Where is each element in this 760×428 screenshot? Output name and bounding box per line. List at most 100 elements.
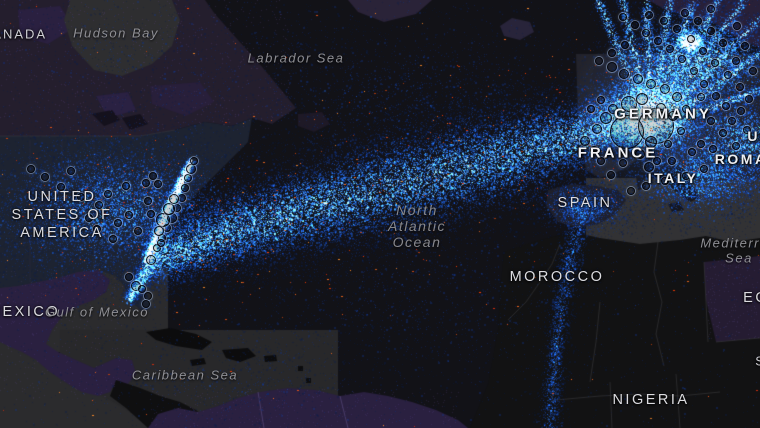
bubble-marker[interactable] [719, 129, 727, 137]
bubble-marker[interactable] [184, 174, 192, 182]
bubble-marker[interactable] [104, 190, 112, 198]
bubble-marker[interactable] [660, 17, 668, 25]
bubble-marker[interactable] [122, 182, 130, 190]
bubble-marker[interactable] [724, 71, 732, 79]
bubble-marker[interactable] [142, 179, 150, 187]
bubble-marker[interactable] [654, 37, 662, 45]
bubble-marker[interactable] [732, 57, 740, 65]
bubble-marker[interactable] [125, 211, 133, 219]
bubble-marker[interactable] [732, 142, 740, 150]
bubble-marker[interactable] [697, 93, 705, 101]
bubble-marker[interactable] [707, 27, 715, 35]
bubble-marker[interactable] [681, 9, 689, 17]
bubble-marker[interactable] [57, 183, 65, 191]
bubble-marker[interactable] [682, 172, 690, 180]
bubble-marker[interactable] [682, 105, 690, 113]
bubble-marker[interactable] [85, 214, 93, 222]
bubble-marker[interactable] [719, 39, 727, 47]
bubble-marker[interactable] [736, 83, 744, 91]
bubble-marker[interactable] [587, 105, 595, 113]
bubble-marker[interactable] [642, 29, 650, 37]
bubble-marker[interactable] [190, 157, 198, 165]
bubble-marker[interactable] [644, 162, 654, 172]
bubble-marker[interactable] [711, 59, 719, 67]
bubble-marker[interactable] [607, 171, 615, 179]
bubble-marker[interactable] [619, 159, 627, 167]
bubble-marker[interactable] [169, 194, 179, 204]
bubble-marker[interactable] [157, 239, 165, 247]
bubble-marker[interactable] [707, 5, 715, 13]
bubble-marker[interactable] [154, 180, 162, 188]
bubble-marker[interactable] [673, 25, 681, 33]
bubble-marker[interactable] [633, 74, 643, 84]
bubble-marker[interactable] [737, 107, 745, 115]
bubble-marker[interactable] [114, 219, 122, 227]
bubble-marker[interactable] [728, 117, 736, 125]
bubble-marker[interactable] [700, 165, 708, 173]
bubble-marker[interactable] [678, 55, 686, 63]
bubble-marker[interactable] [741, 42, 749, 50]
bubble-marker[interactable] [95, 201, 103, 209]
bubble-marker[interactable] [653, 157, 661, 165]
bubble-marker[interactable] [608, 49, 616, 57]
bubble-marker[interactable] [668, 157, 676, 165]
bubble-marker[interactable] [635, 149, 645, 159]
bubble-marker[interactable] [709, 145, 717, 153]
bubble-marker[interactable] [134, 227, 142, 235]
bubble-marker[interactable] [745, 95, 753, 103]
bubble-marker[interactable] [666, 45, 674, 53]
bubble-marker[interactable] [125, 273, 133, 281]
bubble-marker[interactable] [627, 187, 635, 195]
bubble-marker[interactable] [672, 92, 682, 102]
bubble-marker[interactable] [743, 126, 751, 134]
bubble-marker[interactable] [694, 17, 702, 25]
bubble-marker[interactable] [707, 117, 715, 125]
bubble-marker[interactable] [163, 203, 175, 215]
bubble-marker[interactable] [700, 80, 708, 88]
bubble-marker[interactable] [154, 226, 164, 236]
bubble-marker[interactable] [608, 104, 618, 114]
bubble-marker[interactable] [590, 146, 598, 154]
bubble-marker[interactable] [619, 13, 627, 21]
bubble-marker[interactable] [661, 177, 669, 185]
bubble-marker[interactable] [597, 157, 605, 165]
bubble-marker[interactable] [77, 193, 85, 201]
bubble-marker[interactable] [156, 213, 170, 227]
bubble-marker[interactable] [93, 225, 101, 233]
bubble-marker[interactable] [697, 140, 705, 148]
bubble-marker[interactable] [138, 285, 146, 293]
bubble-marker[interactable] [677, 127, 685, 135]
bubble-marker[interactable] [687, 35, 695, 43]
bubble-marker[interactable] [142, 300, 150, 308]
bubble-marker[interactable] [607, 62, 617, 72]
bubble-marker[interactable] [597, 96, 605, 104]
bubble-marker[interactable] [580, 136, 590, 146]
bubble-marker[interactable] [147, 210, 155, 218]
bubble-marker[interactable] [660, 84, 670, 94]
bubble-marker[interactable] [645, 11, 653, 19]
bubble-marker[interactable] [186, 164, 196, 174]
bubble-marker[interactable] [592, 124, 602, 134]
bubble-marker[interactable] [749, 67, 757, 75]
bubble-marker[interactable] [27, 165, 35, 173]
bubble-marker[interactable] [688, 148, 696, 156]
bubble-marker[interactable] [631, 21, 639, 29]
bubble-marker[interactable] [690, 67, 698, 75]
bubble-marker[interactable] [621, 96, 637, 112]
bubble-marker[interactable] [600, 112, 612, 124]
bubble-marker[interactable] [146, 255, 156, 265]
bubble-marker[interactable] [722, 102, 730, 110]
bubble-marker[interactable] [109, 235, 117, 243]
bubble-marker[interactable] [646, 79, 656, 89]
bubble-marker[interactable] [645, 136, 657, 148]
bubble-marker[interactable] [664, 140, 672, 148]
bubble-marker[interactable] [619, 69, 629, 79]
bubble-marker[interactable] [144, 292, 152, 300]
bubble-marker[interactable] [715, 155, 723, 163]
bubble-marker[interactable] [67, 167, 75, 175]
bubble-marker[interactable] [656, 103, 666, 113]
bubble-marker[interactable] [595, 57, 603, 65]
bubble-marker[interactable] [149, 172, 157, 180]
bubble-marker[interactable] [642, 182, 650, 190]
